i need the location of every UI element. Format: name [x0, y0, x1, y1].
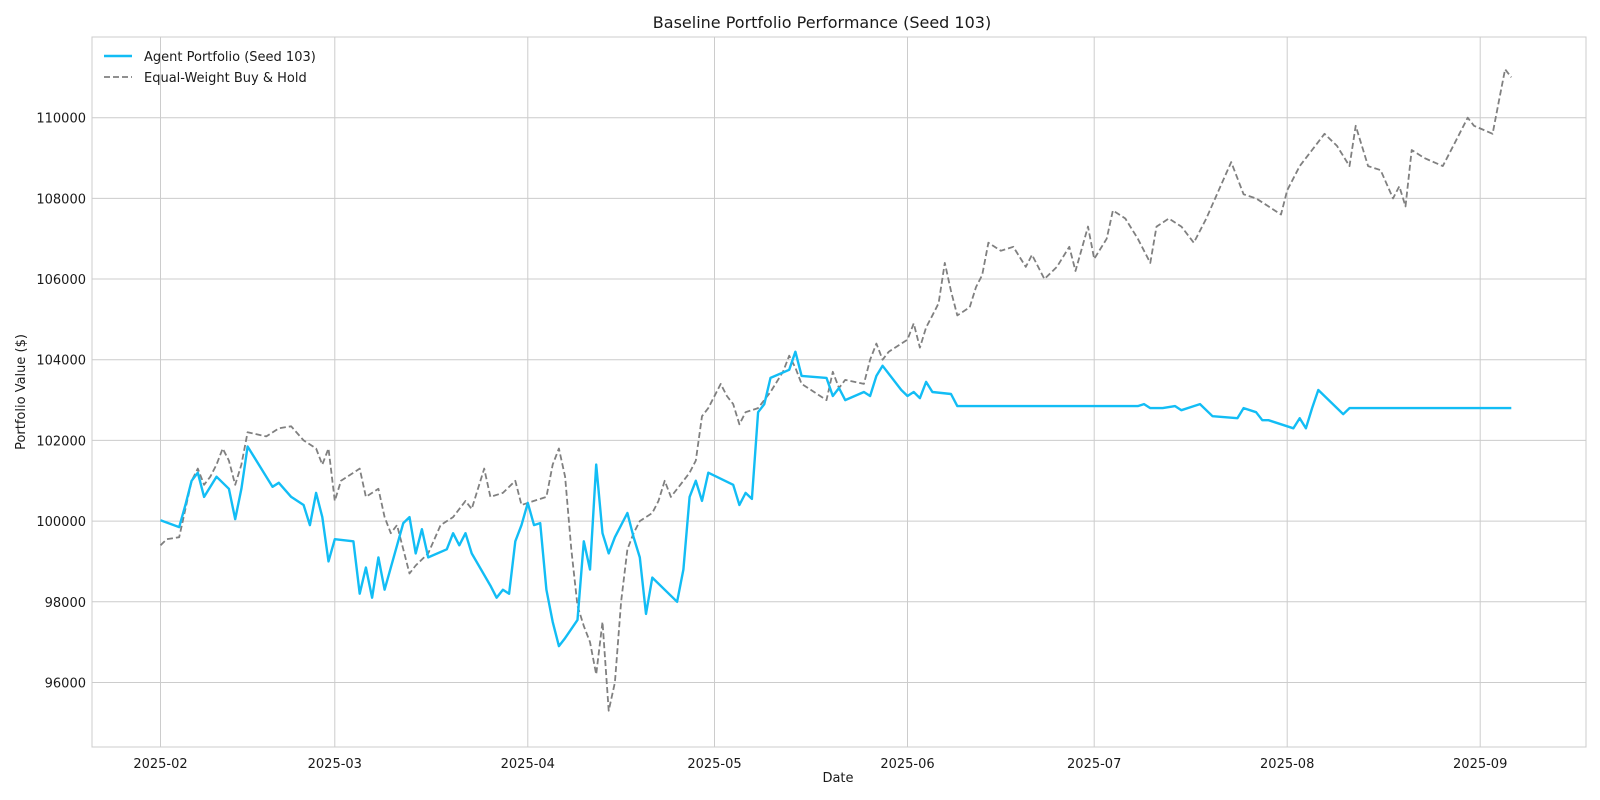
agent-portfolio-line: [160, 350, 1512, 648]
legend: Agent Portfolio (Seed 103) Equal-Weight B…: [104, 50, 316, 86]
y-tick-label: 100000: [36, 515, 86, 530]
y-tick-label: 106000: [36, 273, 86, 288]
y-axis: 96000 98000 100000 102000 104000 106000 108000…: [36, 112, 86, 692]
y-axis-label: Portfolio Value ($): [14, 334, 29, 450]
y-tick-label: 96000: [45, 677, 86, 692]
y-tick-label: 98000: [45, 596, 86, 611]
x-tick-label: 2025-05: [687, 757, 741, 772]
grid-lines: [92, 37, 1586, 747]
x-tick-label: 2025-07: [1067, 757, 1121, 772]
x-tick-label: 2025-08: [1260, 757, 1314, 772]
x-tick-label: 2025-09: [1453, 757, 1507, 772]
x-tick-label: 2025-06: [880, 757, 934, 772]
y-tick-label: 102000: [36, 434, 86, 449]
legend-label: Agent Portfolio (Seed 103): [144, 50, 316, 65]
series-layer: [159, 68, 1513, 712]
x-axis-label: Date: [822, 771, 853, 786]
legend-label: Equal-Weight Buy & Hold: [144, 71, 307, 86]
chart-title: Baseline Portfolio Performance (Seed 103…: [653, 13, 991, 32]
y-tick-label: 110000: [36, 112, 86, 127]
plot-frame: [91, 36, 1587, 748]
y-tick-label: 108000: [36, 192, 86, 207]
buy-and-hold-line: [159, 68, 1513, 712]
x-tick-label: 2025-03: [308, 757, 362, 772]
x-axis: 2025-02 2025-03 2025-04 2025-05 2025-06 2025-…: [133, 757, 1507, 772]
y-tick-label: 104000: [36, 354, 86, 369]
x-tick-label: 2025-04: [501, 757, 555, 772]
x-tick-label: 2025-02: [133, 757, 187, 772]
